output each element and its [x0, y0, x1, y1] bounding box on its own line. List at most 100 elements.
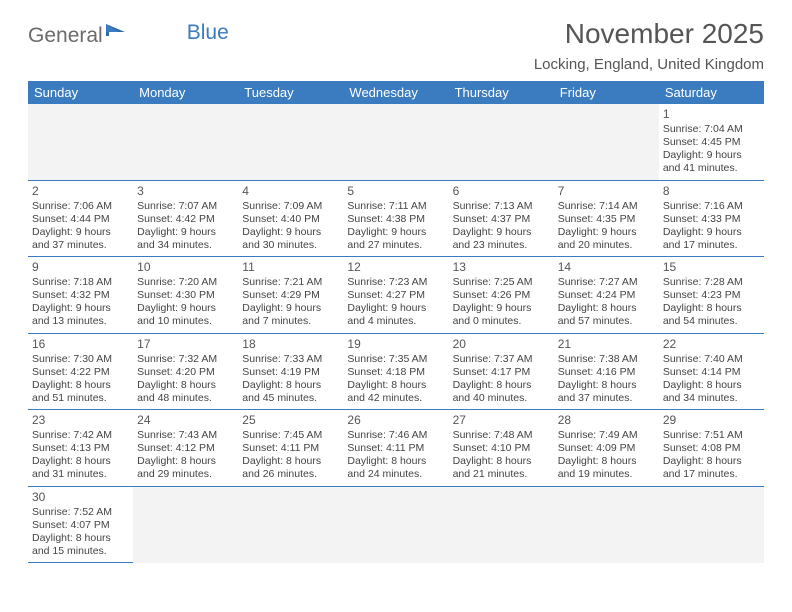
sunrise-text: Sunrise: 7:25 AM	[453, 276, 550, 289]
daylight-text: Daylight: 8 hours and 24 minutes.	[347, 455, 444, 481]
calendar-cell: 23Sunrise: 7:42 AMSunset: 4:13 PMDayligh…	[28, 410, 133, 487]
calendar-cell: 21Sunrise: 7:38 AMSunset: 4:16 PMDayligh…	[554, 333, 659, 410]
sunset-text: Sunset: 4:42 PM	[137, 213, 234, 226]
calendar-cell	[133, 486, 238, 563]
calendar-cell: 24Sunrise: 7:43 AMSunset: 4:12 PMDayligh…	[133, 410, 238, 487]
calendar-cell	[343, 486, 448, 563]
daylight-text: Daylight: 9 hours and 34 minutes.	[137, 226, 234, 252]
calendar-cell: 4Sunrise: 7:09 AMSunset: 4:40 PMDaylight…	[238, 180, 343, 257]
sunset-text: Sunset: 4:11 PM	[347, 442, 444, 455]
sunset-text: Sunset: 4:14 PM	[663, 366, 760, 379]
sunset-text: Sunset: 4:37 PM	[453, 213, 550, 226]
calendar-cell: 16Sunrise: 7:30 AMSunset: 4:22 PMDayligh…	[28, 333, 133, 410]
sunset-text: Sunset: 4:19 PM	[242, 366, 339, 379]
day-number: 25	[242, 413, 339, 428]
calendar-cell: 17Sunrise: 7:32 AMSunset: 4:20 PMDayligh…	[133, 333, 238, 410]
day-number: 6	[453, 184, 550, 199]
daylight-text: Daylight: 8 hours and 48 minutes.	[137, 379, 234, 405]
calendar-week-row: 23Sunrise: 7:42 AMSunset: 4:13 PMDayligh…	[28, 410, 764, 487]
daylight-text: Daylight: 8 hours and 31 minutes.	[32, 455, 129, 481]
calendar-cell	[238, 104, 343, 180]
calendar-header-row: SundayMondayTuesdayWednesdayThursdayFrid…	[28, 81, 764, 104]
calendar-cell: 15Sunrise: 7:28 AMSunset: 4:23 PMDayligh…	[659, 257, 764, 334]
sunrise-text: Sunrise: 7:11 AM	[347, 200, 444, 213]
daylight-text: Daylight: 8 hours and 42 minutes.	[347, 379, 444, 405]
sunset-text: Sunset: 4:27 PM	[347, 289, 444, 302]
calendar-cell: 14Sunrise: 7:27 AMSunset: 4:24 PMDayligh…	[554, 257, 659, 334]
sunset-text: Sunset: 4:40 PM	[242, 213, 339, 226]
sunset-text: Sunset: 4:44 PM	[32, 213, 129, 226]
sunrise-text: Sunrise: 7:51 AM	[663, 429, 760, 442]
sunset-text: Sunset: 4:22 PM	[32, 366, 129, 379]
calendar-cell: 28Sunrise: 7:49 AMSunset: 4:09 PMDayligh…	[554, 410, 659, 487]
daylight-text: Daylight: 9 hours and 7 minutes.	[242, 302, 339, 328]
sunrise-text: Sunrise: 7:13 AM	[453, 200, 550, 213]
sunset-text: Sunset: 4:35 PM	[558, 213, 655, 226]
sunset-text: Sunset: 4:33 PM	[663, 213, 760, 226]
calendar-cell	[449, 104, 554, 180]
sunset-text: Sunset: 4:09 PM	[558, 442, 655, 455]
sunrise-text: Sunrise: 7:37 AM	[453, 353, 550, 366]
sunset-text: Sunset: 4:17 PM	[453, 366, 550, 379]
sunrise-text: Sunrise: 7:42 AM	[32, 429, 129, 442]
sunrise-text: Sunrise: 7:06 AM	[32, 200, 129, 213]
calendar-cell: 30Sunrise: 7:52 AMSunset: 4:07 PMDayligh…	[28, 486, 133, 563]
calendar-cell	[554, 104, 659, 180]
day-number: 4	[242, 184, 339, 199]
calendar-cell: 19Sunrise: 7:35 AMSunset: 4:18 PMDayligh…	[343, 333, 448, 410]
day-number: 15	[663, 260, 760, 275]
sunrise-text: Sunrise: 7:04 AM	[663, 123, 760, 136]
sunset-text: Sunset: 4:26 PM	[453, 289, 550, 302]
daylight-text: Daylight: 9 hours and 17 minutes.	[663, 226, 760, 252]
sunset-text: Sunset: 4:07 PM	[32, 519, 129, 532]
calendar-cell: 26Sunrise: 7:46 AMSunset: 4:11 PMDayligh…	[343, 410, 448, 487]
daylight-text: Daylight: 8 hours and 54 minutes.	[663, 302, 760, 328]
daylight-text: Daylight: 8 hours and 45 minutes.	[242, 379, 339, 405]
daylight-text: Daylight: 9 hours and 27 minutes.	[347, 226, 444, 252]
location: Locking, England, United Kingdom	[534, 56, 764, 73]
calendar-cell	[659, 486, 764, 563]
sunrise-text: Sunrise: 7:23 AM	[347, 276, 444, 289]
calendar-cell	[28, 104, 133, 180]
day-number: 16	[32, 337, 129, 352]
day-number: 18	[242, 337, 339, 352]
calendar-cell	[133, 104, 238, 180]
day-number: 24	[137, 413, 234, 428]
daylight-text: Daylight: 8 hours and 51 minutes.	[32, 379, 129, 405]
sunrise-text: Sunrise: 7:33 AM	[242, 353, 339, 366]
calendar-cell	[554, 486, 659, 563]
sunrise-text: Sunrise: 7:46 AM	[347, 429, 444, 442]
day-number: 30	[32, 490, 129, 505]
logo-text-2: Blue	[187, 21, 229, 45]
calendar-cell: 11Sunrise: 7:21 AMSunset: 4:29 PMDayligh…	[238, 257, 343, 334]
calendar-cell: 6Sunrise: 7:13 AMSunset: 4:37 PMDaylight…	[449, 180, 554, 257]
title-block: November 2025 Locking, England, United K…	[534, 18, 764, 73]
calendar-cell: 12Sunrise: 7:23 AMSunset: 4:27 PMDayligh…	[343, 257, 448, 334]
calendar-cell: 1Sunrise: 7:04 AMSunset: 4:45 PMDaylight…	[659, 104, 764, 180]
day-header: Sunday	[28, 81, 133, 104]
sunrise-text: Sunrise: 7:21 AM	[242, 276, 339, 289]
calendar-week-row: 2Sunrise: 7:06 AMSunset: 4:44 PMDaylight…	[28, 180, 764, 257]
daylight-text: Daylight: 9 hours and 0 minutes.	[453, 302, 550, 328]
calendar-cell: 27Sunrise: 7:48 AMSunset: 4:10 PMDayligh…	[449, 410, 554, 487]
sunrise-text: Sunrise: 7:35 AM	[347, 353, 444, 366]
sunrise-text: Sunrise: 7:43 AM	[137, 429, 234, 442]
day-number: 23	[32, 413, 129, 428]
sunset-text: Sunset: 4:08 PM	[663, 442, 760, 455]
day-header: Wednesday	[343, 81, 448, 104]
day-number: 20	[453, 337, 550, 352]
sunset-text: Sunset: 4:13 PM	[32, 442, 129, 455]
day-number: 3	[137, 184, 234, 199]
sunrise-text: Sunrise: 7:45 AM	[242, 429, 339, 442]
sunrise-text: Sunrise: 7:40 AM	[663, 353, 760, 366]
calendar-cell: 9Sunrise: 7:18 AMSunset: 4:32 PMDaylight…	[28, 257, 133, 334]
day-header: Saturday	[659, 81, 764, 104]
calendar-cell: 7Sunrise: 7:14 AMSunset: 4:35 PMDaylight…	[554, 180, 659, 257]
day-number: 13	[453, 260, 550, 275]
daylight-text: Daylight: 9 hours and 10 minutes.	[137, 302, 234, 328]
calendar-page: General Blue November 2025 Locking, Engl…	[0, 0, 792, 581]
daylight-text: Daylight: 9 hours and 37 minutes.	[32, 226, 129, 252]
calendar-week-row: 16Sunrise: 7:30 AMSunset: 4:22 PMDayligh…	[28, 333, 764, 410]
daylight-text: Daylight: 9 hours and 4 minutes.	[347, 302, 444, 328]
sunset-text: Sunset: 4:24 PM	[558, 289, 655, 302]
